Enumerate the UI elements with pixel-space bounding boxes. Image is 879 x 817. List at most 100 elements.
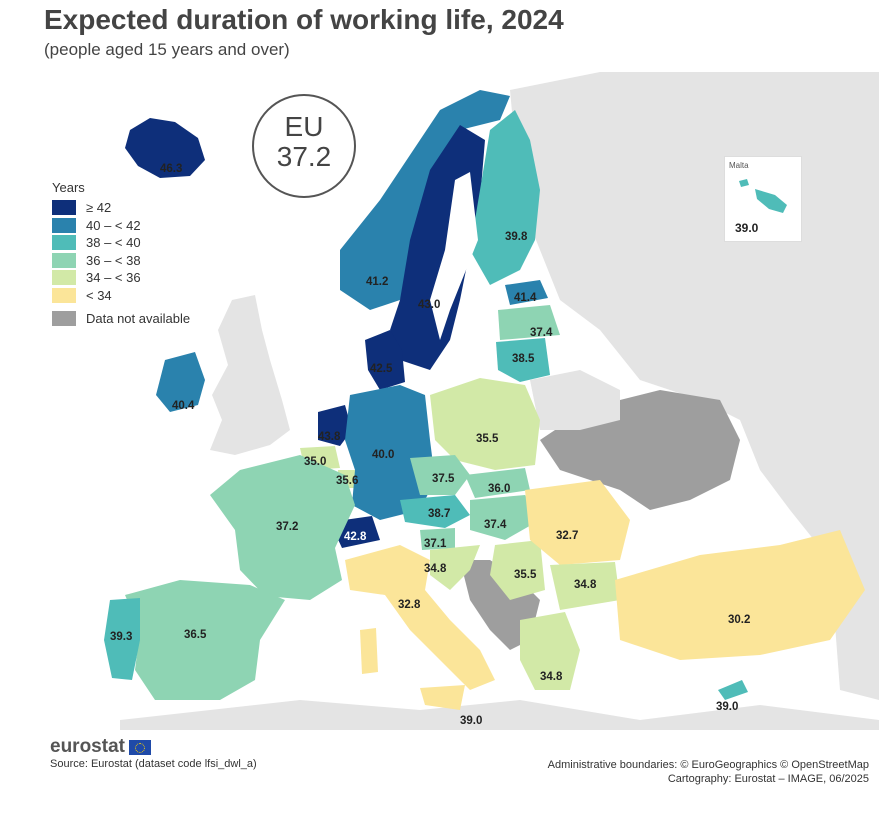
region-denmark bbox=[365, 330, 405, 390]
region-slovakia bbox=[465, 468, 530, 498]
region-croatia bbox=[430, 545, 480, 590]
value-ie: 40.4 bbox=[172, 400, 195, 412]
value-pl: 35.5 bbox=[476, 433, 499, 445]
value-dk: 42.5 bbox=[370, 363, 393, 375]
region-sicily bbox=[420, 685, 465, 710]
value-ch: 42.8 bbox=[344, 531, 367, 543]
value-bg: 34.8 bbox=[574, 579, 597, 591]
legend-title: Years bbox=[52, 180, 85, 195]
legend-item-na: Data not available bbox=[52, 310, 190, 328]
value-ee: 41.4 bbox=[514, 292, 537, 304]
legend-label: 40 – < 42 bbox=[86, 217, 141, 233]
cartography-credit: Cartography: Eurostat – IMAGE, 06/2025 bbox=[667, 773, 869, 785]
region-baltic-sea bbox=[430, 172, 478, 340]
land-africa bbox=[120, 700, 879, 730]
value-el: 34.8 bbox=[540, 671, 563, 683]
region-slovenia bbox=[420, 528, 455, 550]
eurostat-wordmark: eurostat bbox=[50, 736, 125, 757]
eu-value: 37.2 bbox=[276, 141, 332, 172]
region-italy bbox=[345, 545, 495, 690]
value-sk: 36.0 bbox=[488, 483, 510, 495]
malta-inset-value: 39.0 bbox=[735, 221, 759, 235]
value-de: 40.0 bbox=[372, 449, 394, 461]
value-nl: 43.8 bbox=[318, 431, 341, 443]
value-lu: 35.6 bbox=[336, 475, 358, 487]
map-title: Expected duration of working life, 2024 bbox=[44, 4, 564, 35]
value-fi: 39.8 bbox=[505, 231, 528, 243]
legend-label: 36 – < 38 bbox=[86, 252, 141, 268]
legend-item: 34 – < 36 bbox=[52, 269, 190, 287]
source-note: Source: Eurostat (dataset code lfsi_dwl_… bbox=[50, 758, 257, 770]
legend: Years ≥ 42 40 – < 42 38 – < 40 36 – < 38… bbox=[52, 180, 190, 328]
legend-swatch bbox=[52, 270, 76, 286]
map-subtitle: (people aged 15 years and over) bbox=[44, 40, 290, 59]
region-portugal bbox=[104, 598, 140, 680]
legend-item: 38 – < 40 bbox=[52, 234, 190, 252]
legend-swatch bbox=[52, 217, 76, 233]
legend-label: ≥ 42 bbox=[86, 200, 112, 216]
region-greece bbox=[520, 612, 580, 690]
eurostat-logo: eurostat bbox=[50, 736, 151, 758]
region-turkey bbox=[615, 530, 865, 660]
value-fr: 37.2 bbox=[276, 521, 298, 533]
value-be: 35.0 bbox=[304, 456, 326, 468]
region-hungary bbox=[470, 495, 540, 540]
region-czechia bbox=[410, 455, 470, 495]
malta-inset: Malta 39.0 bbox=[724, 156, 802, 242]
legend-swatch bbox=[52, 287, 76, 303]
value-hr: 34.8 bbox=[424, 563, 447, 575]
region-finland bbox=[470, 110, 540, 285]
land-uk bbox=[210, 295, 290, 455]
region-latvia bbox=[498, 305, 560, 340]
value-tr: 30.2 bbox=[728, 614, 750, 626]
region-romania bbox=[525, 480, 630, 565]
legend-label: < 34 bbox=[86, 287, 112, 303]
legend-swatch bbox=[52, 311, 76, 327]
legend-label: Data not available bbox=[86, 311, 191, 327]
boundaries-credit: Administrative boundaries: © EuroGeograp… bbox=[547, 759, 869, 771]
legend-label: 34 – < 36 bbox=[86, 270, 141, 286]
region-iceland bbox=[125, 118, 205, 178]
credit-note: Administrative boundaries: © EuroGeograp… bbox=[548, 758, 869, 786]
value-cz: 37.5 bbox=[432, 473, 455, 485]
value-si: 37.1 bbox=[424, 538, 447, 550]
region-ireland bbox=[156, 352, 205, 412]
region-germany bbox=[345, 385, 435, 520]
region-serbia bbox=[490, 540, 545, 600]
legend-swatch bbox=[52, 200, 76, 216]
land-belarus bbox=[530, 370, 620, 430]
value-is: 46.3 bbox=[160, 163, 182, 175]
value-se: 43.0 bbox=[418, 299, 440, 311]
region-austria bbox=[400, 495, 470, 528]
value-lv: 37.4 bbox=[530, 327, 553, 339]
region-spain bbox=[125, 580, 285, 700]
value-cy: 39.0 bbox=[716, 701, 738, 713]
eu-flag-icon bbox=[128, 739, 151, 755]
legend-item: 40 – < 42 bbox=[52, 217, 190, 235]
region-cyprus bbox=[718, 680, 748, 700]
value-rs: 35.5 bbox=[514, 569, 537, 581]
region-netherlands bbox=[318, 405, 352, 446]
legend-item: < 34 bbox=[52, 287, 190, 305]
value-mt-main: 39.0 bbox=[460, 715, 482, 727]
legend-swatch bbox=[52, 252, 76, 268]
value-lt: 38.5 bbox=[512, 353, 535, 365]
region-france bbox=[210, 455, 355, 600]
value-it: 32.8 bbox=[398, 599, 421, 611]
region-poland bbox=[430, 378, 540, 470]
region-estonia bbox=[505, 280, 548, 305]
legend-item: 36 – < 38 bbox=[52, 252, 190, 270]
value-pt: 39.3 bbox=[110, 631, 132, 643]
value-at: 38.7 bbox=[428, 508, 450, 520]
region-sardinia bbox=[360, 628, 378, 674]
malta-inset-title: Malta bbox=[729, 161, 749, 170]
value-ro: 32.7 bbox=[556, 530, 578, 542]
legend-item: ≥ 42 bbox=[52, 199, 190, 217]
eu-label: EU bbox=[284, 111, 324, 142]
region-bulgaria bbox=[550, 562, 620, 610]
eu-average-badge: EU 37.2 bbox=[252, 94, 356, 198]
value-hu: 37.4 bbox=[484, 519, 507, 531]
legend-label: 38 – < 40 bbox=[86, 235, 141, 251]
value-es: 36.5 bbox=[184, 629, 207, 641]
